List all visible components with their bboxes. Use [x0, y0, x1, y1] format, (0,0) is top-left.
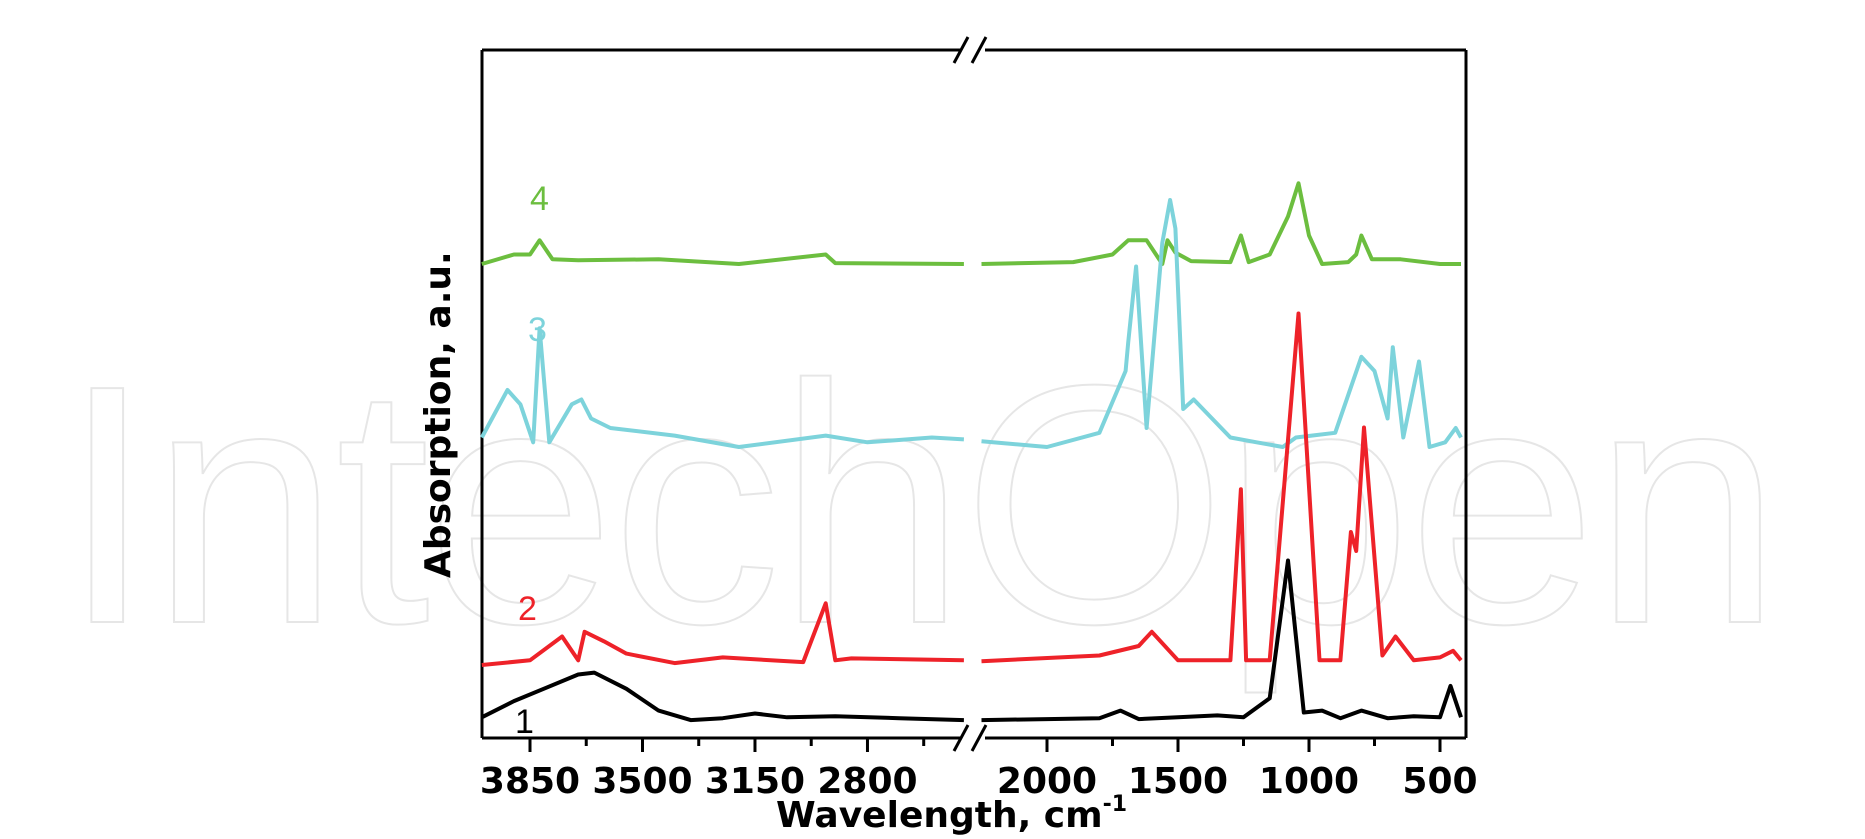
spectrum-line-2 — [481, 601, 964, 667]
series-labels: 1 2 3 4 — [515, 180, 549, 741]
tick-label: 3850 — [480, 761, 580, 802]
spectrum-line-1 — [480, 670, 964, 723]
tick-label: 2000 — [997, 761, 1097, 802]
spectrum-line-1 — [981, 558, 1463, 723]
series-label-1: 1 — [515, 703, 534, 741]
tick-label: 1000 — [1259, 761, 1359, 802]
series-label-2: 2 — [518, 590, 537, 628]
x-axis-title: Wavelength, cm-1 — [776, 792, 1127, 836]
y-axis-title: Absorption, a.u. — [418, 251, 459, 578]
series-label-3: 3 — [528, 311, 547, 349]
x-axis-title-text: Wavelength, cm — [776, 795, 1103, 836]
spectrum-line-4 — [481, 238, 964, 266]
spectrum-line-2 — [981, 311, 1463, 664]
x-axis-ticks — [528, 738, 1442, 752]
spectrum-line-4 — [981, 181, 1461, 266]
tick-label: 3150 — [705, 761, 805, 802]
spectrum-line-3 — [480, 326, 965, 449]
tick-label: 1500 — [1128, 761, 1228, 802]
spectra-series — [480, 181, 1463, 723]
x-axis-tick-labels: 3850 3500 3150 2800 2000 1500 1000 500 — [480, 761, 1478, 802]
spectrum-line-3 — [981, 198, 1463, 449]
axis-break-marks — [952, 36, 988, 752]
tick-label: 2800 — [817, 761, 917, 802]
plot-frame — [480, 48, 1468, 740]
x-axis-title-superscript: -1 — [1103, 792, 1127, 817]
tick-label: 500 — [1402, 761, 1477, 802]
series-label-4: 4 — [530, 180, 549, 218]
tick-label: 3500 — [592, 761, 692, 802]
